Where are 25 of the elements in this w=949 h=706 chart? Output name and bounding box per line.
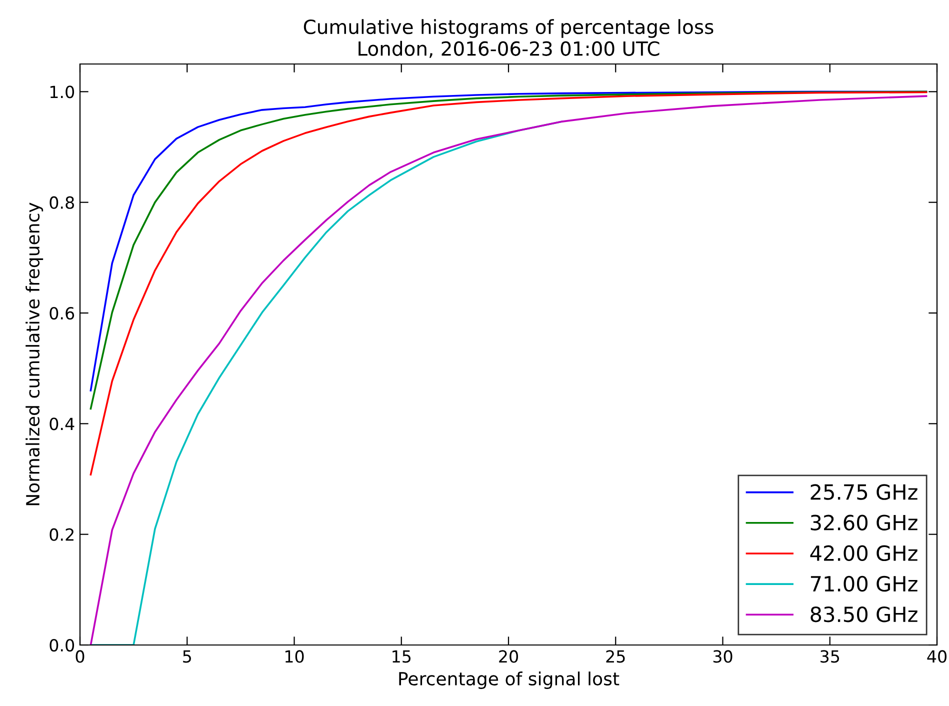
x-tick-label: 15 [392,650,411,663]
x-tick-label: 25 [606,650,625,663]
y-tick-label: 0.6 [50,306,74,320]
y-tick-label: 0.0 [50,638,74,652]
y-tick-label: 0.2 [50,528,74,541]
x-tick-label: 30 [713,650,732,663]
legend-label: 71.00 GHz [810,576,918,592]
x-tick-label: 40 [927,650,946,663]
y-tick-label: 0.4 [50,418,74,430]
legend-label: 32.60 GHz [810,514,918,530]
x-tick-label: 10 [285,650,304,663]
y-axis-title: Normalized cumulative frequency [26,202,44,506]
legend-label: 42.00 GHz [810,545,918,562]
legend-label: 25.75 GHz [810,484,918,500]
y-tick-label: 0.8 [50,196,74,209]
x-tick-label: 0 [76,650,84,663]
x-tick-label: 35 [820,650,840,663]
chart-title: Cumulative histograms of percentage loss London, 2016-06-23 01:00 UTC [304,19,714,58]
legend-label: 83.50 GHz [810,606,918,622]
line-series [90,95,928,645]
y-tick-label: 1.0 [50,86,74,98]
x-axis-title: Percentage of signal lost [399,672,620,690]
x-tick-label: 5 [183,650,191,663]
line-series [90,91,928,476]
x-tick-label: 20 [499,650,518,663]
